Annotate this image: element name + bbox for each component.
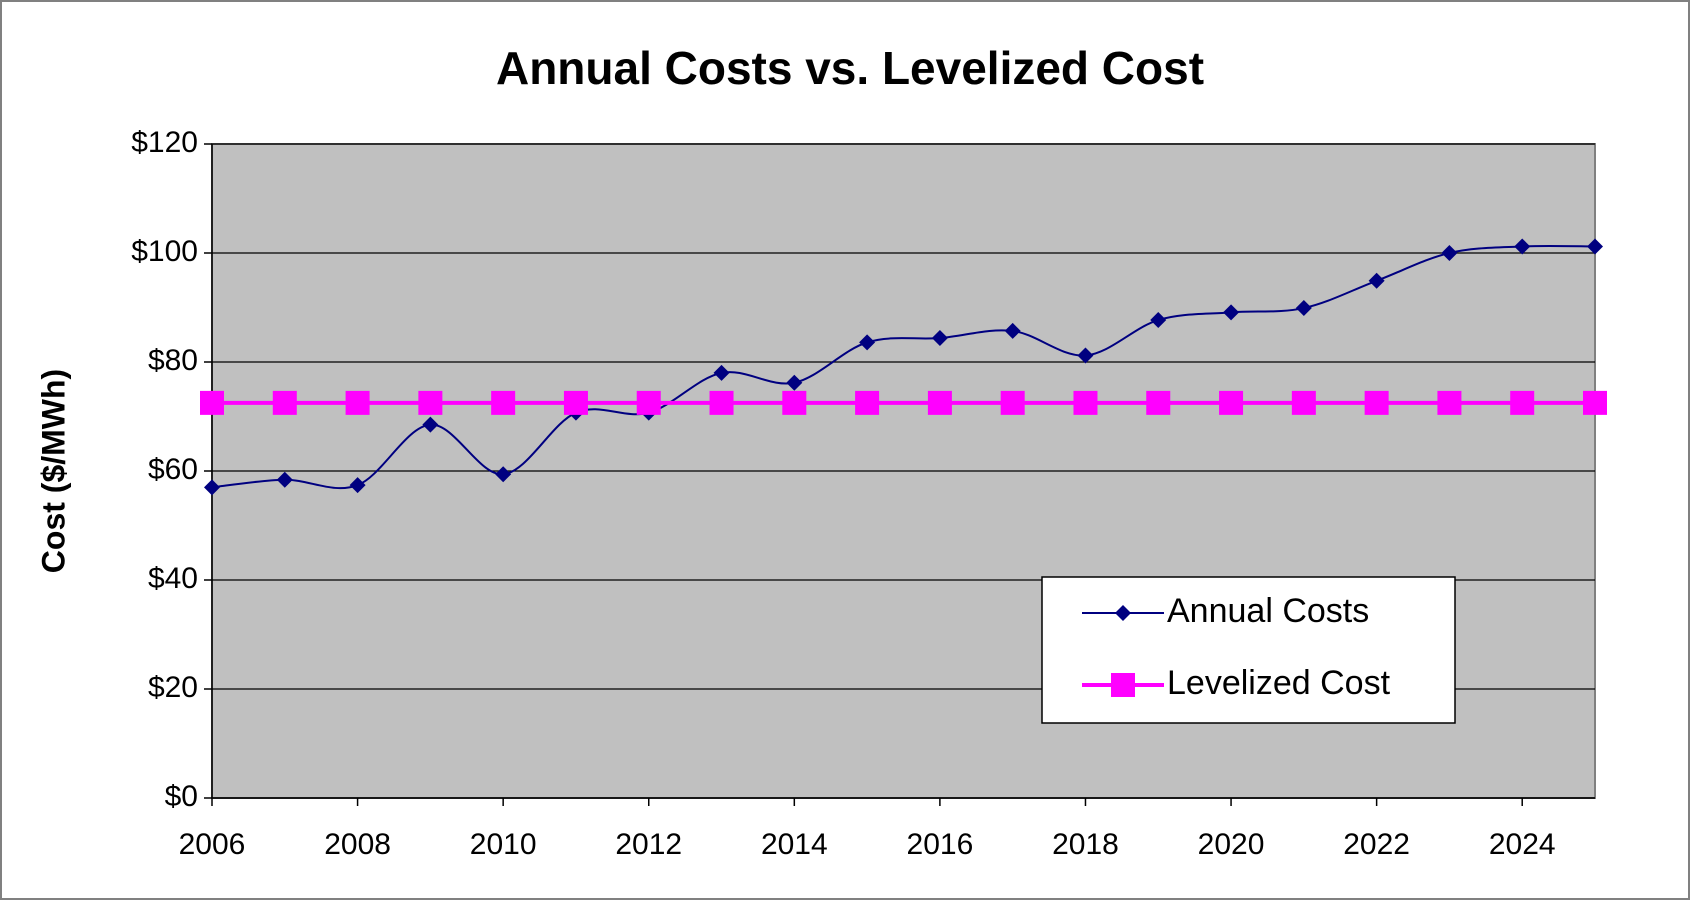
marker bbox=[1437, 390, 1462, 415]
marker bbox=[204, 479, 220, 496]
y-tick-label: $60 bbox=[148, 453, 198, 486]
marker bbox=[563, 390, 588, 415]
x-tick-label: 2014 bbox=[761, 828, 828, 861]
y-axis-label: Cost ($/MWh) bbox=[35, 369, 71, 573]
legend-marker bbox=[1115, 605, 1131, 621]
x-tick-label: 2012 bbox=[615, 828, 682, 861]
chart-title: Annual Costs vs. Levelized Cost bbox=[496, 42, 1204, 94]
marker bbox=[1000, 390, 1025, 415]
marker bbox=[1219, 390, 1244, 415]
marker bbox=[491, 390, 516, 415]
marker bbox=[1004, 322, 1021, 339]
x-tick-label: 2006 bbox=[179, 828, 246, 861]
legend-label: Levelized Cost bbox=[1167, 664, 1391, 702]
marker bbox=[855, 390, 880, 415]
marker bbox=[1146, 390, 1171, 415]
marker bbox=[927, 390, 952, 415]
marker bbox=[713, 364, 730, 381]
marker bbox=[1295, 300, 1312, 317]
x-tick-label: 2022 bbox=[1343, 828, 1410, 861]
x-tick-label: 2016 bbox=[907, 828, 974, 861]
marker bbox=[709, 390, 734, 415]
marker bbox=[495, 466, 512, 483]
marker bbox=[859, 334, 876, 351]
x-tick-label: 2018 bbox=[1052, 828, 1119, 861]
marker bbox=[1368, 272, 1385, 289]
marker bbox=[276, 471, 293, 488]
y-tick-label: $80 bbox=[148, 344, 198, 377]
y-tick-label: $40 bbox=[148, 562, 198, 595]
marker bbox=[349, 477, 366, 494]
marker bbox=[1583, 390, 1607, 415]
marker bbox=[1510, 390, 1535, 415]
marker bbox=[782, 390, 807, 415]
marker bbox=[1223, 304, 1240, 321]
marker bbox=[272, 390, 297, 415]
legend bbox=[1041, 576, 1456, 724]
marker bbox=[1514, 238, 1531, 255]
x-tick-label: 2024 bbox=[1489, 828, 1556, 861]
legend-label: Annual Costs bbox=[1167, 592, 1369, 630]
y-tick-label: $0 bbox=[165, 780, 198, 813]
marker bbox=[1441, 245, 1458, 261]
marker bbox=[1073, 390, 1098, 415]
marker bbox=[200, 390, 224, 415]
marker bbox=[1077, 347, 1094, 364]
marker bbox=[1291, 390, 1316, 415]
x-tick-label: 2020 bbox=[1198, 828, 1265, 861]
x-tick-label: 2010 bbox=[470, 828, 537, 861]
marker bbox=[786, 374, 803, 391]
marker bbox=[422, 416, 439, 433]
marker bbox=[1587, 238, 1603, 255]
marker bbox=[345, 390, 370, 415]
x-tick-label: 2008 bbox=[324, 828, 391, 861]
legend-marker bbox=[1111, 673, 1135, 697]
marker bbox=[1150, 312, 1167, 329]
marker bbox=[418, 390, 443, 415]
marker bbox=[636, 390, 661, 415]
marker bbox=[931, 330, 948, 347]
y-tick-label: $100 bbox=[131, 235, 198, 268]
marker bbox=[1364, 390, 1389, 415]
y-tick-label: $120 bbox=[131, 126, 198, 159]
y-tick-label: $20 bbox=[148, 671, 198, 704]
